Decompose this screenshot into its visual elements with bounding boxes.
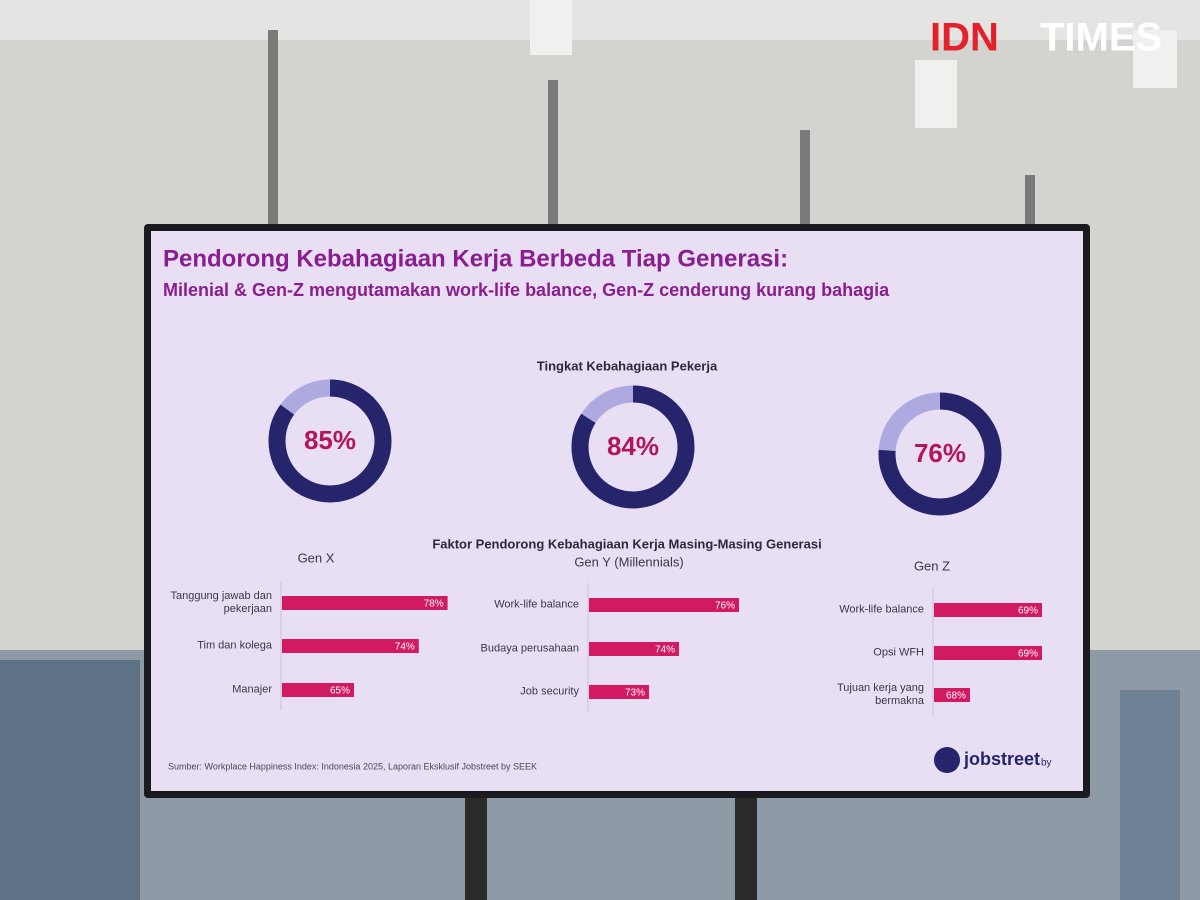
window-frame — [800, 130, 810, 250]
building — [1120, 690, 1180, 900]
watermark-brand: IDN — [930, 16, 999, 60]
bar — [282, 639, 419, 653]
group-title: Gen Y (Millennials) — [574, 554, 683, 569]
bar-value-label: 74% — [655, 645, 675, 656]
category-label: Tim dan kolega — [197, 639, 272, 652]
bar-value-label: 76% — [715, 601, 735, 612]
bar — [282, 683, 354, 697]
slide-subtitle: Milenial & Gen-Z mengutamakan work-life … — [163, 280, 890, 300]
window-frame — [1025, 175, 1035, 255]
logo-name: jobstreet — [963, 749, 1040, 769]
bar-value-label: 68% — [946, 691, 966, 702]
donut-label: 84% — [607, 431, 659, 461]
source: Sumber: Workplace Happiness Index: Indon… — [168, 761, 537, 771]
category-label: Opsi WFH — [873, 646, 924, 659]
building — [0, 660, 140, 900]
bar — [589, 685, 649, 699]
group-title: Gen Z — [914, 558, 950, 573]
bar — [282, 596, 448, 610]
bar-value-label: 73% — [625, 688, 645, 699]
donut-arc — [268, 379, 392, 503]
lamp — [915, 60, 957, 128]
bar-value-label: 78% — [424, 599, 444, 610]
stand — [465, 795, 487, 900]
slide-title: Pendorong Kebahagiaan Kerja Berbeda Tiap… — [163, 245, 788, 272]
bar — [589, 598, 739, 612]
group-title: Gen X — [298, 550, 335, 565]
bar-value-label: 69% — [1018, 606, 1038, 617]
category-label: Tujuan kerja yang bermakna — [836, 682, 924, 707]
category-label: Work-life balance — [494, 598, 579, 611]
category-label: Tanggung jawab dan pekerjaan — [170, 590, 272, 615]
watermark-name: TIMES — [1040, 16, 1162, 60]
donut-title: Tingkat Kebahagiaan Pekerja — [537, 358, 718, 373]
stand — [735, 795, 757, 900]
bar-value-label: 74% — [395, 642, 415, 653]
category-label: Manajer — [232, 683, 272, 696]
bar — [589, 642, 679, 656]
category-label: Budaya perusahaan — [480, 642, 579, 655]
donut-arc — [571, 385, 695, 509]
factors-title: Faktor Pendorong Kebahagiaan Kerja Masin… — [432, 536, 821, 551]
logo-suffix: by — [1041, 758, 1052, 769]
donut-label: 76% — [914, 438, 966, 468]
lamp — [530, 0, 572, 55]
window-frame — [548, 80, 558, 240]
lamp — [1133, 30, 1177, 88]
category-label: Work-life balance — [839, 603, 924, 616]
bar-value-label: 65% — [330, 686, 350, 697]
bar — [934, 646, 1042, 660]
category-label: Job security — [520, 685, 579, 698]
logo-icon — [934, 747, 960, 773]
bar — [934, 603, 1042, 617]
bar — [934, 688, 970, 702]
donut-arc — [878, 392, 1002, 516]
ceiling — [0, 0, 1200, 40]
donut-label: 85% — [304, 425, 356, 455]
bar-value-label: 69% — [1018, 649, 1038, 660]
